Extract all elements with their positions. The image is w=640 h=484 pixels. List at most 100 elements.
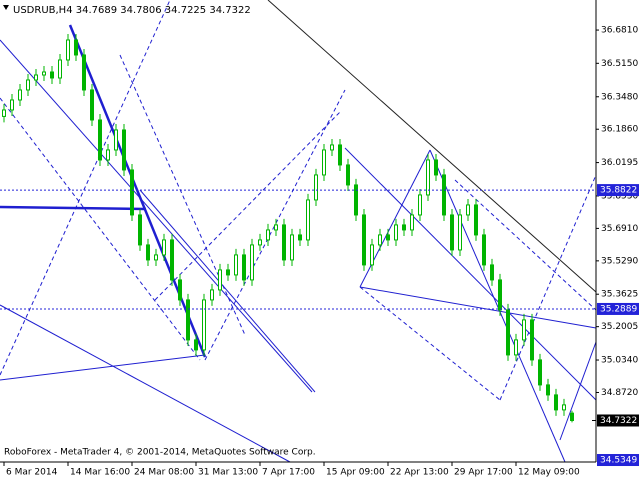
y-tick-label: 36.6810 [601, 26, 638, 36]
candle-body [50, 71, 54, 79]
candle-body [490, 264, 494, 281]
plot-area [2, 33, 574, 423]
candle-body [330, 144, 334, 151]
candle-body [322, 149, 326, 176]
candle-body [306, 199, 310, 241]
trend-line [0, 304, 291, 463]
y-tick-label: 35.2005 [601, 322, 638, 332]
candle-body [162, 239, 166, 256]
candle-body [74, 39, 78, 56]
candle-body [122, 129, 126, 171]
y-tick-label: 34.8720 [601, 388, 638, 398]
bid-label: 34.7322 [600, 416, 637, 426]
candle-body [498, 279, 502, 311]
candle-body [354, 184, 358, 216]
trend-line [139, 189, 316, 393]
candle-body [298, 234, 302, 241]
candle-body [338, 144, 342, 166]
candle-body [98, 119, 102, 161]
candle-body [466, 204, 470, 216]
x-tick-label: 24 Mar 08:00 [134, 468, 194, 478]
trend-line [119, 54, 246, 336]
trend-line [429, 149, 566, 463]
trend-line [154, 111, 341, 301]
candle-body [394, 224, 398, 241]
candle-body [178, 279, 182, 301]
x-tick-label: 6 Mar 2014 [6, 468, 58, 478]
candle-body [10, 99, 14, 111]
candle-body [562, 404, 566, 411]
candle-body [90, 89, 94, 121]
candle-body [378, 234, 382, 246]
trend-line [204, 89, 346, 361]
y-tick-label: 35.8530 [601, 191, 638, 201]
x-tick-label: 29 Apr 17:00 [454, 468, 513, 478]
trend-line [0, 205, 147, 211]
candle-body [258, 239, 262, 246]
candle-body [314, 174, 318, 201]
trend-line [499, 174, 597, 401]
candle-body [362, 214, 366, 266]
trend-line [0, 97, 201, 361]
level-label: 35.8822 [600, 186, 637, 196]
level-label: 35.2889 [600, 304, 637, 314]
candle-body [282, 224, 286, 261]
candle-body [434, 159, 438, 176]
candle-body [458, 214, 462, 251]
bid-label-box [597, 414, 639, 427]
low-label: 34.5349 [600, 456, 637, 466]
candle-body [42, 71, 46, 76]
candle-body [82, 54, 86, 91]
candle-body [2, 109, 6, 117]
candle-body [386, 234, 390, 241]
candle-body [34, 74, 38, 81]
candle-body [426, 159, 430, 196]
trend-line [0, 0, 171, 376]
trend-line [359, 286, 597, 329]
y-tick-label: 35.0340 [601, 356, 638, 366]
candle-body [106, 149, 110, 161]
candle-body [442, 174, 446, 216]
candle-body [242, 254, 246, 281]
candle-body [186, 299, 190, 341]
candle-body [210, 289, 214, 301]
candle-body [274, 224, 278, 231]
candle-body [370, 244, 374, 266]
level-label-box [597, 302, 639, 315]
candle-body [570, 412, 574, 421]
trend-line [267, 0, 597, 293]
low-label-box [597, 454, 639, 467]
candle-body [402, 224, 406, 231]
candle-body [418, 194, 422, 216]
chart-title: USDRUB,H4 34.7689 34.7806 34.7225 34.732… [13, 5, 251, 16]
candle-body [346, 164, 350, 186]
y-tick-label: 35.3625 [601, 290, 638, 300]
candle-body [154, 254, 158, 261]
candle-body [554, 394, 558, 411]
candle-body [218, 269, 222, 291]
x-tick-label: 15 Apr 09:00 [326, 468, 385, 478]
candle-body [226, 269, 230, 276]
trend-line [0, 354, 206, 381]
candle-body [482, 234, 486, 266]
x-tick-label: 12 May 09:00 [518, 468, 580, 478]
candle-body [202, 299, 206, 351]
x-tick-label: 14 Mar 16:00 [70, 468, 130, 478]
candle-body [506, 309, 510, 356]
candle-body [114, 129, 118, 151]
candle-body [194, 339, 198, 351]
y-tick-label: 35.5290 [601, 256, 638, 266]
candle-body [538, 359, 542, 386]
y-tick-label: 36.3480 [601, 92, 638, 102]
candle-body [130, 169, 134, 216]
candle-body [138, 214, 142, 246]
y-tick-label: 35.6910 [601, 224, 638, 234]
level-label-box [597, 184, 639, 197]
x-tick-label: 22 Apr 13:00 [390, 468, 449, 478]
candle-body [170, 239, 174, 281]
candle-body [290, 234, 294, 261]
trend-line [68, 24, 207, 358]
x-tick-label: 7 Apr 17:00 [262, 468, 315, 478]
